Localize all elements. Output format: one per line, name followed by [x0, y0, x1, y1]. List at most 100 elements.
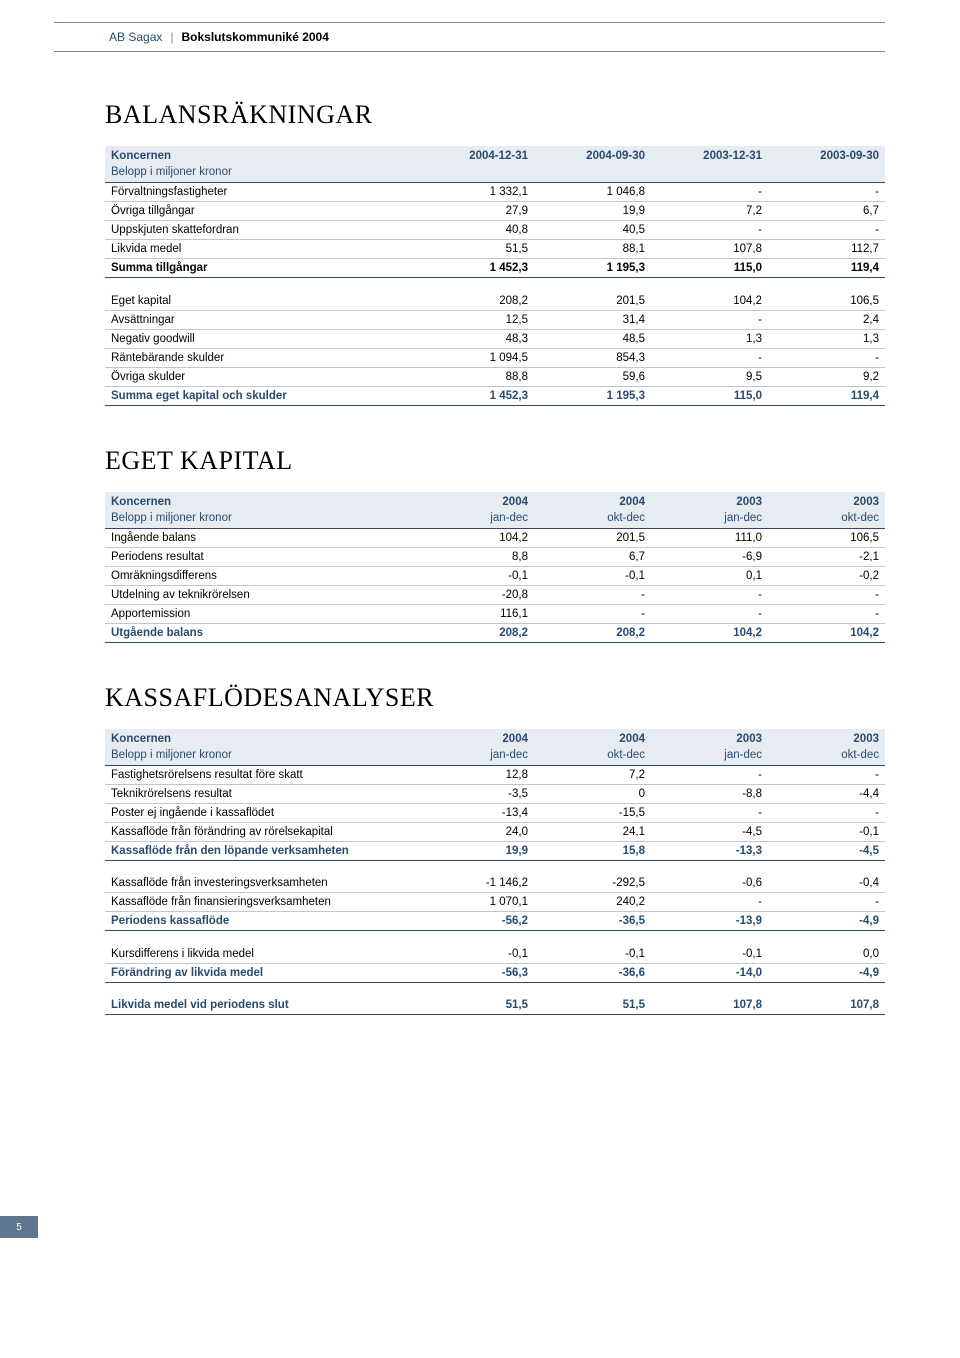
- cell: 88,1: [534, 240, 651, 259]
- cell: -: [534, 604, 651, 623]
- cell: -: [768, 893, 885, 912]
- table-row: Kursdifferens i likvida medel-0,1-0,1-0,…: [105, 945, 885, 964]
- cell: -4,5: [651, 822, 768, 841]
- table-row: Omräkningsdifferens-0,1-0,10,1-0,2: [105, 566, 885, 585]
- row-label: Periodens resultat: [105, 547, 417, 566]
- cell: -0,1: [417, 945, 534, 964]
- table-row: Fastighetsrörelsens resultat före skatt1…: [105, 765, 885, 784]
- sum-row: Summa eget kapital och skulder 1 452,3 1…: [105, 386, 885, 405]
- cell: 0,0: [768, 945, 885, 964]
- header-title: Bokslutskommuniké 2004: [182, 30, 329, 44]
- table-row: Förvaltningsfastigheter1 332,11 046,8--: [105, 183, 885, 202]
- cell: 107,8: [651, 240, 768, 259]
- hdr-sub: Belopp i miljoner kronor: [105, 747, 417, 766]
- cell: -0,1: [417, 566, 534, 585]
- hdr-period: okt-dec: [768, 747, 885, 766]
- table-row: Kassaflöde från förändring av rörelsekap…: [105, 822, 885, 841]
- cell: -: [768, 803, 885, 822]
- cell: 9,2: [768, 367, 885, 386]
- hdr-col: 2004: [534, 492, 651, 510]
- cell: 12,5: [417, 310, 534, 329]
- row-label: Kassaflöde från investeringsverksamheten: [105, 874, 417, 893]
- cell: 59,6: [534, 367, 651, 386]
- cell: 854,3: [534, 348, 651, 367]
- table-row: Uppskjuten skattefordran40,840,5--: [105, 221, 885, 240]
- cell: -: [651, 765, 768, 784]
- cell: 19,9: [534, 202, 651, 221]
- hdr-col: 2003-09-30: [768, 146, 885, 164]
- cell: 24,1: [534, 822, 651, 841]
- cell: -3,5: [417, 784, 534, 803]
- cell: 115,0: [651, 386, 768, 405]
- hdr-col: 2003: [651, 492, 768, 510]
- table-row: Kassaflöde från investeringsverksamheten…: [105, 874, 885, 893]
- cell: 104,2: [651, 292, 768, 311]
- cell: -: [534, 585, 651, 604]
- cell: 24,0: [417, 822, 534, 841]
- hdr-left: Koncernen: [105, 729, 417, 747]
- cell: 1 195,3: [534, 386, 651, 405]
- cell: -: [768, 183, 885, 202]
- row-label: Kassaflöde från finansieringsverksamhete…: [105, 893, 417, 912]
- cell: 1 195,3: [534, 259, 651, 278]
- table-row: Periodens resultat8,86,7-6,9-2,1: [105, 547, 885, 566]
- row-label: Omräkningsdifferens: [105, 566, 417, 585]
- hdr-left: Koncernen: [105, 492, 417, 510]
- hdr-period: jan-dec: [651, 747, 768, 766]
- table-row: Teknikrörelsens resultat-3,50-8,8-4,4: [105, 784, 885, 803]
- cell: -0,1: [651, 945, 768, 964]
- cell: 0: [534, 784, 651, 803]
- cell: 119,4: [768, 386, 885, 405]
- cell: 6,7: [534, 547, 651, 566]
- hdr-col: 2004-09-30: [534, 146, 651, 164]
- cell: 112,7: [768, 240, 885, 259]
- page-header: AB Sagax | Bokslutskommuniké 2004: [54, 22, 885, 52]
- table-subheader-row: Belopp i miljoner kronor jan-dec okt-dec…: [105, 510, 885, 529]
- cell: -: [651, 221, 768, 240]
- table-row: Utdelning av teknikrörelsen-20,8---: [105, 585, 885, 604]
- cell: -0,1: [768, 822, 885, 841]
- balance-table: Koncernen 2004-12-31 2004-09-30 2003-12-…: [105, 146, 885, 406]
- cell: 0,1: [651, 566, 768, 585]
- cell: -20,8: [417, 585, 534, 604]
- header-divider: |: [170, 30, 173, 44]
- table-header-row: Koncernen 2004 2004 2003 2003: [105, 729, 885, 747]
- cell: 106,5: [768, 292, 885, 311]
- cell: -36,6: [534, 963, 651, 982]
- row-label: Negativ goodwill: [105, 329, 417, 348]
- cell: -0,4: [768, 874, 885, 893]
- cell: -8,8: [651, 784, 768, 803]
- row-label: Poster ej ingående i kassaflödet: [105, 803, 417, 822]
- row-label: Kassaflöde från den löpande verksamheten: [105, 841, 417, 860]
- cell: 48,5: [534, 329, 651, 348]
- hdr-sub: Belopp i miljoner kronor: [105, 164, 417, 183]
- cell: 8,8: [417, 547, 534, 566]
- hdr-sub: Belopp i miljoner kronor: [105, 510, 417, 529]
- table-row: Ingående balans104,2201,5111,0106,5: [105, 528, 885, 547]
- row-label: Utdelning av teknikrörelsen: [105, 585, 417, 604]
- section-title-balance: BALANSRÄKNINGAR: [105, 100, 885, 130]
- row-label: Summa tillgångar: [105, 259, 417, 278]
- cell: -: [651, 183, 768, 202]
- cell: -2,1: [768, 547, 885, 566]
- cell: 1 094,5: [417, 348, 534, 367]
- hdr-period: okt-dec: [534, 510, 651, 529]
- cell: -56,3: [417, 963, 534, 982]
- row-label: Kassaflöde från förändring av rörelsekap…: [105, 822, 417, 841]
- cell: -: [651, 893, 768, 912]
- spacer: [105, 931, 885, 945]
- cell: 104,2: [651, 623, 768, 642]
- row-label: Apportemission: [105, 604, 417, 623]
- cell: 201,5: [534, 528, 651, 547]
- cell: -: [768, 604, 885, 623]
- cell: -0,1: [534, 566, 651, 585]
- cell: -: [651, 604, 768, 623]
- table-row: Övriga tillgångar27,919,97,26,7: [105, 202, 885, 221]
- hdr-col: 2004: [417, 492, 534, 510]
- row-label: Ingående balans: [105, 528, 417, 547]
- sum-row: Kassaflöde från den löpande verksamheten…: [105, 841, 885, 860]
- spacer: [105, 982, 885, 996]
- sum-row: Förändring av likvida medel -56,3 -36,6 …: [105, 963, 885, 982]
- cell: -: [768, 348, 885, 367]
- hdr-col: 2003: [651, 729, 768, 747]
